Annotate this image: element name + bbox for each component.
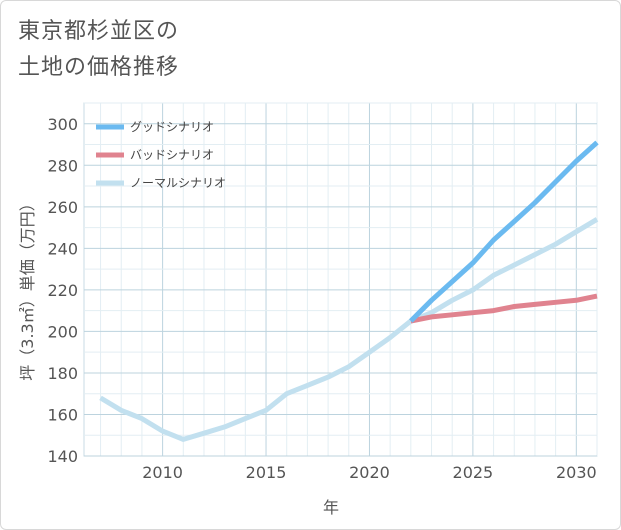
y-axis-ticks: 140 160 180 200 220 240 260 280 300 [47, 115, 78, 466]
y-axis-label: 坪（3.3㎡）単価（万円） [18, 195, 37, 380]
legend-label-2: ノーマルシナリオ [130, 176, 226, 190]
legend-label-1: バッドシナリオ [130, 148, 214, 162]
y-tick-label: 280 [47, 156, 78, 175]
y-tick-label: 260 [47, 198, 78, 217]
x-tick-label: 2010 [142, 463, 183, 482]
y-tick-label: 160 [47, 405, 78, 424]
x-tick-label: 2030 [556, 463, 597, 482]
y-tick-label: 180 [47, 364, 78, 383]
chart-title: 東京都杉並区の 土地の価格推移 [18, 19, 180, 80]
y-tick-label: 220 [47, 281, 78, 300]
series-line-0 [409, 140, 599, 323]
y-tick-label: 140 [47, 447, 78, 466]
series-lines [99, 140, 599, 442]
plot-area [83, 102, 598, 457]
series-line-1 [410, 293, 598, 324]
x-axis-label: 年 [323, 498, 339, 517]
x-tick-label: 2015 [246, 463, 287, 482]
x-tick-label: 2020 [349, 463, 390, 482]
x-axis-ticks: 2010 2015 2020 2025 2030 [142, 463, 596, 482]
y-tick-label: 240 [47, 239, 78, 258]
grid [83, 102, 598, 457]
x-tick-label: 2025 [453, 463, 494, 482]
legend-label-0: グッドシナリオ [130, 120, 214, 134]
series-line-2 [99, 217, 599, 442]
y-tick-label: 300 [47, 115, 78, 134]
y-tick-label: 200 [47, 322, 78, 341]
